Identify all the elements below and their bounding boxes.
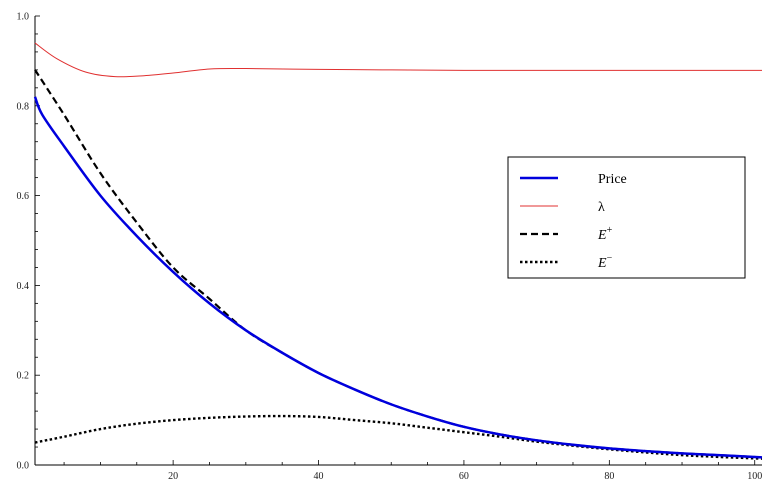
legend-label-lambda: λ bbox=[598, 200, 605, 215]
x-tick-label: 20 bbox=[168, 471, 178, 482]
legend-label-base: E bbox=[597, 256, 607, 271]
y-tick-label: 1.0 bbox=[17, 12, 30, 23]
y-tick-label: 0.2 bbox=[17, 371, 30, 382]
legend-label-base: E bbox=[597, 228, 607, 243]
legend-label-superscript: − bbox=[607, 253, 613, 264]
x-tick-label: 100 bbox=[747, 471, 762, 482]
legend-label-e-minus: E− bbox=[597, 253, 613, 271]
y-tick-label: 0.8 bbox=[17, 101, 30, 112]
legend-label-superscript: + bbox=[607, 225, 613, 236]
x-tick-label: 60 bbox=[459, 471, 469, 482]
x-tick-label: 40 bbox=[314, 471, 324, 482]
series-line-lambda bbox=[34, 42, 762, 78]
y-tick-label: 0.0 bbox=[17, 461, 30, 472]
y-tick-label: 0.6 bbox=[17, 191, 30, 202]
series-line-price bbox=[33, 96, 763, 459]
series-layer bbox=[33, 42, 763, 460]
x-tick-label: 80 bbox=[604, 471, 614, 482]
axes: 20 40 60 80 100 0.0 0.2 0.4 0.6 0.8 1.0 bbox=[17, 12, 763, 483]
legend-label-e-plus: E+ bbox=[597, 225, 613, 243]
y-tick-label: 0.4 bbox=[17, 281, 30, 292]
legend-label-price: Price bbox=[598, 172, 627, 187]
